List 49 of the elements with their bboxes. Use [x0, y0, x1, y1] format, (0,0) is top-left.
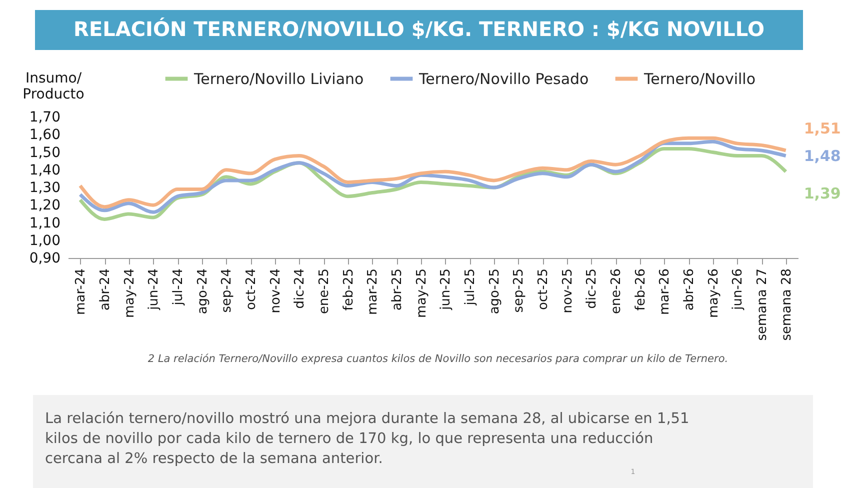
- x-tick-label: jul-25: [463, 268, 478, 306]
- chart-title: RELACIÓN TERNERO/NOVILLO $/KG. TERNERO : $/KG NOVILLO: [74, 17, 764, 41]
- x-tick-label: jun-24: [146, 268, 162, 311]
- x-tick-label: may-25: [414, 268, 430, 318]
- x-tick-label: may-24: [122, 268, 138, 318]
- x-tick-label: ago-24: [195, 268, 210, 314]
- data-label: 1,51: [804, 119, 841, 138]
- legend-label: Ternero/Novillo Liviano: [193, 70, 364, 88]
- text: 2 La relación Ternero/Novillo expresa cuantos kilos de Novillo son necesarios para comprar un kilo de Ternero.: [148, 353, 728, 365]
- x-tick-label: mar-24: [74, 268, 89, 315]
- x-tick-label: dic-24: [292, 268, 308, 309]
- x-tick-label: ene-25: [317, 268, 332, 314]
- legend-label: Ternero/Novillo Pesado: [418, 70, 589, 88]
- x-tick-label: feb-25: [341, 268, 356, 311]
- x-tick-label: feb-26: [633, 268, 648, 311]
- y-tick-label: 1,20: [29, 198, 60, 214]
- y-axis-title: Insumo/ Producto: [22, 70, 84, 102]
- x-tick-label: oct-25: [536, 268, 551, 310]
- x-tick-label: dic-25: [584, 268, 600, 309]
- x-tick-label: may-26: [706, 268, 722, 318]
- x-tick-label: sep-25: [512, 268, 527, 313]
- legend-label: Ternero/Novillo: [643, 70, 756, 88]
- x-tick-label: semana 28: [779, 268, 794, 341]
- y-tick-label: 1,40: [29, 162, 60, 178]
- x-tick-label: jul-24: [171, 268, 186, 306]
- x-tick-label: sep-24: [220, 268, 235, 313]
- text: La relación ternero/novillo mostró una mejora durante la semana 28, al ubicarse en 1,51 kilos de novillo por cada kilo de ternero de 170 kg, lo que representa una reducción cercana al 2% respecto de la semana anterior.: [45, 411, 690, 467]
- x-tick-label: jun-26: [730, 268, 746, 311]
- x-tick-label: ene-26: [609, 268, 624, 314]
- y-tick-label: 1,30: [29, 180, 60, 196]
- x-tick-label: abr-24: [98, 268, 113, 310]
- y-tick-label: 0,90: [29, 250, 60, 266]
- x-tick-label: jun-25: [438, 268, 454, 311]
- x-tick-label: abr-25: [390, 268, 405, 310]
- x-tick-label: abr-26: [682, 268, 697, 310]
- y-tick-label: 1,10: [29, 215, 60, 232]
- y-tick-label: 1,00: [29, 232, 60, 249]
- y-tick-label: 1,50: [29, 144, 60, 161]
- x-tick-label: mar-26: [658, 268, 673, 315]
- y-tick-label: 1,70: [29, 110, 60, 126]
- x-tick-label: oct-24: [244, 268, 259, 310]
- x-tick-label: nov-24: [268, 268, 284, 314]
- x-tick-label: semana 27: [755, 268, 770, 341]
- x-tick-label: ago-25: [487, 268, 502, 314]
- data-label: 1,39: [804, 184, 841, 203]
- y-tick-label: 1,60: [29, 127, 60, 144]
- data-label: 1,48: [804, 146, 841, 165]
- x-tick-label: nov-25: [560, 268, 576, 314]
- x-tick-label: mar-25: [366, 268, 381, 315]
